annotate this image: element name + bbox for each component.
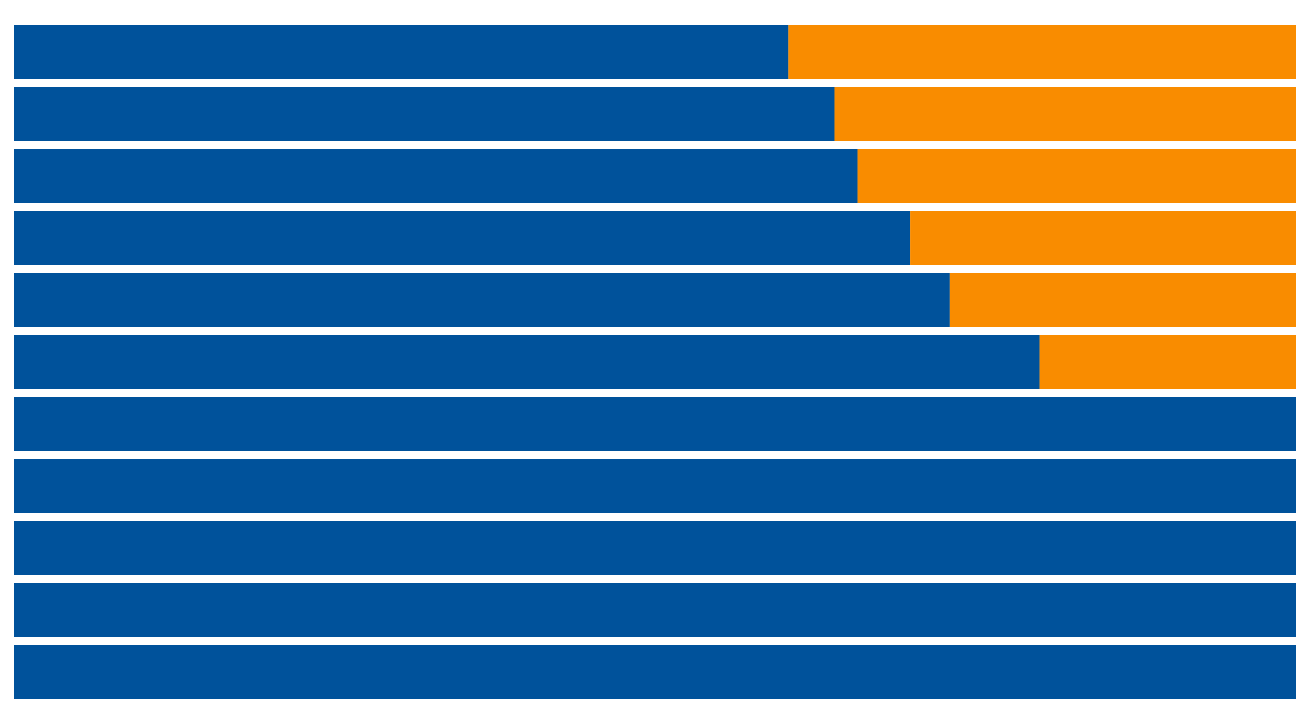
- bar-segment: [14, 645, 1296, 699]
- bar-segment: [14, 459, 1296, 513]
- bar-segment: [857, 149, 1296, 203]
- bar-segment: [14, 211, 911, 265]
- bar-segment: [14, 273, 950, 327]
- bar-segment: [14, 87, 835, 141]
- bar-segment: [14, 521, 1296, 575]
- bar-segment: [949, 273, 1296, 327]
- bar-segment: [910, 211, 1296, 265]
- bar-segment: [14, 583, 1296, 637]
- bar-segment: [14, 149, 858, 203]
- bar-segment: [834, 87, 1296, 141]
- bar-segment: [788, 25, 1296, 79]
- bar-segment: [14, 25, 789, 79]
- bar-segment: [1039, 335, 1296, 389]
- bar-segment: [14, 335, 1040, 389]
- bar-segment: [14, 397, 1296, 451]
